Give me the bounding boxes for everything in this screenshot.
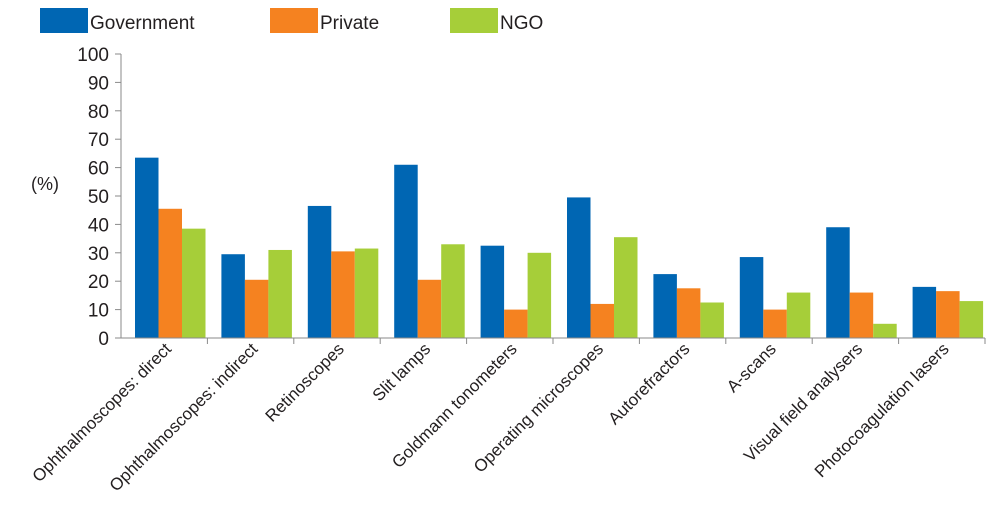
y-tick-label: 90 — [88, 73, 109, 94]
bar-government-a-scans — [739, 257, 764, 338]
x-tick-label-ophthalmoscopes-indirect: Ophthalmoscopes: indirect — [106, 339, 262, 495]
bar-private-slit-lamps — [417, 279, 442, 338]
bar-ngo-photocoagulation-lasers — [959, 301, 984, 338]
y-tick-label: 50 — [88, 187, 109, 208]
bar-private-photocoagulation-lasers — [936, 291, 960, 338]
y-tick-label: 10 — [88, 301, 109, 322]
x-tick-label-a-scans: A-scans — [723, 339, 780, 396]
bar-ngo-autorefractors — [700, 302, 724, 338]
bar-government-slit-lamps — [394, 164, 418, 338]
bar-private-retinoscopes — [331, 251, 355, 338]
y-tick-label: 80 — [88, 102, 109, 123]
bar-government-goldmann-tonometers — [480, 245, 505, 338]
y-tick-label: 30 — [88, 244, 109, 265]
bar-ngo-operating-microscopes — [614, 237, 638, 338]
bar-private-a-scans — [763, 309, 787, 338]
y-tick-label: 0 — [98, 329, 109, 350]
bar-private-autorefractors — [676, 288, 701, 338]
bar-ngo-ophthalmoscopes-direct — [182, 228, 206, 338]
legend-label-government: Government — [90, 13, 195, 34]
bar-private-goldmann-tonometers — [504, 309, 528, 338]
x-tick-label-slit-lamps: Slit lamps — [369, 339, 435, 405]
bar-ngo-goldmann-tonometers — [527, 252, 552, 338]
bar-government-autorefractors — [653, 274, 677, 338]
bar-private-visual-field-analysers — [849, 292, 874, 338]
y-tick-label: 40 — [88, 215, 109, 236]
bar-ngo-ophthalmoscopes-indirect — [268, 249, 292, 338]
y-tick-label: 20 — [88, 272, 109, 293]
legend-label-private: Private — [320, 13, 379, 34]
bar-government-ophthalmoscopes-indirect — [221, 254, 245, 338]
bar-government-retinoscopes — [307, 205, 332, 338]
x-tick-label-autorefractors: Autorefractors — [605, 339, 694, 428]
y-axis: 0 10 20 30 40 50 60 70 80 90 100 — [77, 45, 122, 350]
x-tick-label-ophthalmoscopes-direct: Ophthalmoscopes: direct — [29, 339, 176, 486]
legend-swatch-private — [270, 8, 318, 33]
bar-ngo-visual-field-analysers — [873, 323, 897, 338]
bar-ngo-retinoscopes — [354, 248, 379, 338]
bar-government-operating-microscopes — [567, 197, 591, 338]
x-axis: Ophthalmoscopes: directOphthalmoscopes: … — [29, 337, 986, 495]
bar-government-visual-field-analysers — [826, 227, 850, 338]
x-tick-label-retinoscopes: Retinoscopes — [262, 339, 348, 425]
legend-swatch-government — [40, 8, 88, 33]
legend-label-ngo: NGO — [500, 13, 543, 34]
bar-private-ophthalmoscopes-indirect — [244, 279, 269, 338]
bar-government-ophthalmoscopes-direct — [135, 157, 159, 338]
bar-private-ophthalmoscopes-direct — [158, 208, 182, 338]
y-axis-unit-label: (%) — [31, 174, 59, 194]
bar-ngo-a-scans — [786, 292, 811, 338]
legend: Government Private NGO — [40, 8, 543, 34]
bars — [135, 157, 984, 338]
y-tick-label: 100 — [77, 45, 109, 66]
bar-private-operating-microscopes — [590, 303, 614, 338]
y-tick-label: 60 — [88, 159, 109, 180]
y-tick-label: 70 — [88, 130, 109, 151]
bar-government-photocoagulation-lasers — [912, 286, 937, 338]
legend-swatch-ngo — [450, 8, 498, 33]
bar-ngo-slit-lamps — [441, 244, 465, 338]
